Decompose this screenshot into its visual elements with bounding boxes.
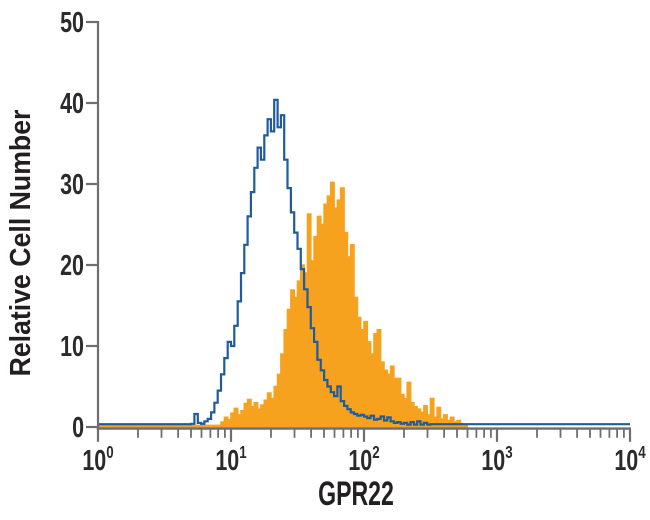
- y-tick-label: 0: [72, 412, 84, 444]
- y-tick-label: 50: [60, 7, 84, 39]
- x-tick-label: 104: [614, 443, 645, 477]
- x-tick-label: 101: [215, 443, 246, 477]
- histogram-series-layer: [97, 98, 630, 430]
- y-tick-label: 30: [60, 169, 84, 201]
- y-tick-label: 20: [60, 250, 84, 282]
- y-tick-label: 40: [60, 88, 84, 120]
- x-tick-label: 103: [481, 443, 512, 477]
- x-tick-label: 102: [348, 443, 379, 477]
- x-axis-title: GPR22: [318, 476, 394, 513]
- filled-histogram-area: [97, 181, 468, 430]
- axes-layer: 0 10 20 30 40 50 100 101 102 103 104: [60, 7, 646, 477]
- y-axis-title: Relative Cell Number: [4, 109, 36, 376]
- open-histogram-outline: [98, 98, 630, 426]
- y-tick-label: 10: [60, 331, 84, 363]
- x-tick-label: 100: [82, 443, 113, 477]
